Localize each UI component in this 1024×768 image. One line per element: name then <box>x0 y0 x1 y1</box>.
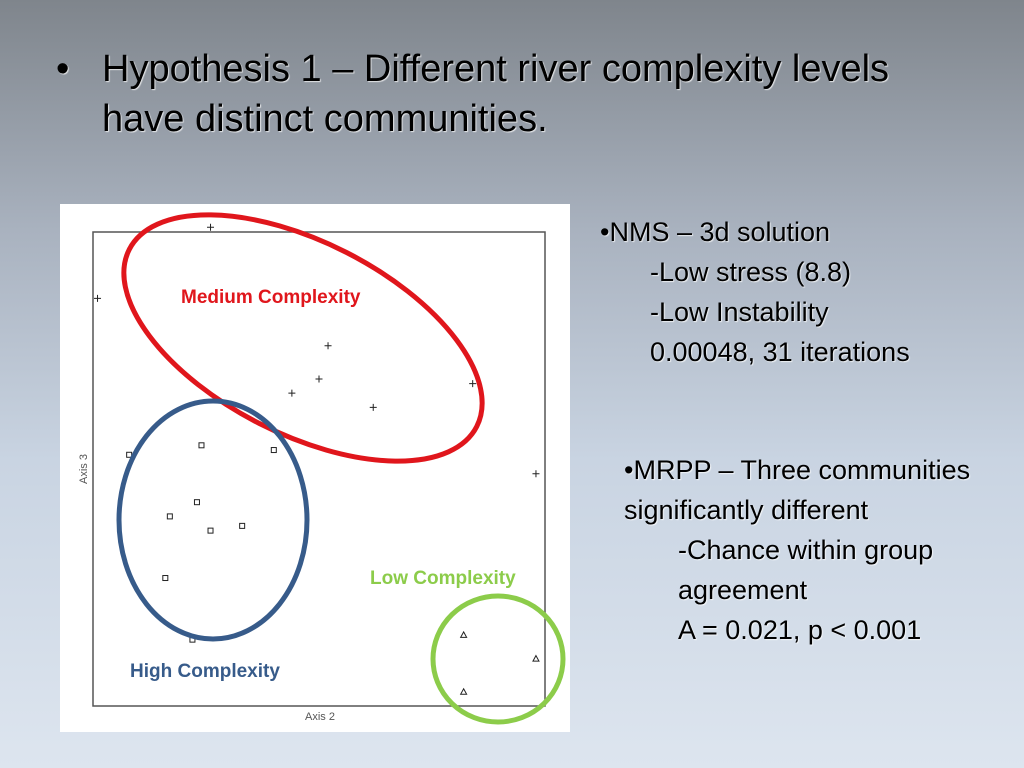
point-plus-0-0 <box>207 223 215 231</box>
point-square-1-3 <box>193 499 200 506</box>
medium-complexity-ellipse <box>121 212 485 464</box>
point-triangle-2-1 <box>532 654 540 662</box>
point-square-1-4 <box>166 513 173 520</box>
point-square-1-7 <box>162 575 169 582</box>
nms-line-stress: -Low stress (8.8) <box>650 257 852 287</box>
medium-complexity-label: Medium Complexity <box>181 287 361 308</box>
mrpp-line-statistic: A = 0.021, p < 0.001 <box>678 615 922 645</box>
point-plus-0-3 <box>315 375 323 383</box>
x-axis-label: Axis 2 <box>305 711 335 723</box>
y-axis-label: Axis 3 <box>78 454 90 484</box>
mrpp-notes: •MRPP – Three communities significantly … <box>624 450 1014 650</box>
nms-heading: •NMS – 3d solution <box>600 217 831 247</box>
nms-line-iterations: 0.00048, 31 iterations <box>650 337 910 367</box>
mrpp-line-agreement: -Chance within group agreement <box>678 535 934 605</box>
title-text: Hypothesis 1 – Different river complexit… <box>102 48 890 140</box>
scatter-plot-panel: Medium Complexity High Complexity Low Co… <box>60 204 570 732</box>
point-plus-0-7 <box>532 470 540 478</box>
slide-title: • Hypothesis 1 – Different river complex… <box>56 44 956 144</box>
point-triangle-2-0 <box>459 630 468 638</box>
point-square-1-0 <box>198 442 205 449</box>
low-complexity-ellipse <box>430 593 566 725</box>
point-plus-0-6 <box>469 380 477 388</box>
point-plus-0-1 <box>94 294 102 302</box>
nms-notes: •NMS – 3d solution -Low stress (8.8) -Lo… <box>600 212 1010 372</box>
high-complexity-label: High Complexity <box>130 661 280 682</box>
point-square-1-1 <box>270 447 277 454</box>
low-complexity-label: Low Complexity <box>370 568 516 589</box>
mrpp-heading: •MRPP – Three communities significantly … <box>624 455 971 525</box>
point-triangle-2-2 <box>459 687 468 695</box>
point-plus-0-2 <box>324 342 332 350</box>
high-complexity-ellipse <box>116 398 310 642</box>
scatter-plot: Medium Complexity High Complexity Low Co… <box>78 212 566 725</box>
point-square-1-5 <box>207 527 214 534</box>
point-square-1-6 <box>239 522 246 529</box>
nms-line-instability: -Low Instability <box>650 297 829 327</box>
plot-frame <box>92 231 546 707</box>
point-plus-0-4 <box>288 389 296 397</box>
title-bullet: • <box>56 48 70 90</box>
point-plus-0-5 <box>369 403 377 411</box>
